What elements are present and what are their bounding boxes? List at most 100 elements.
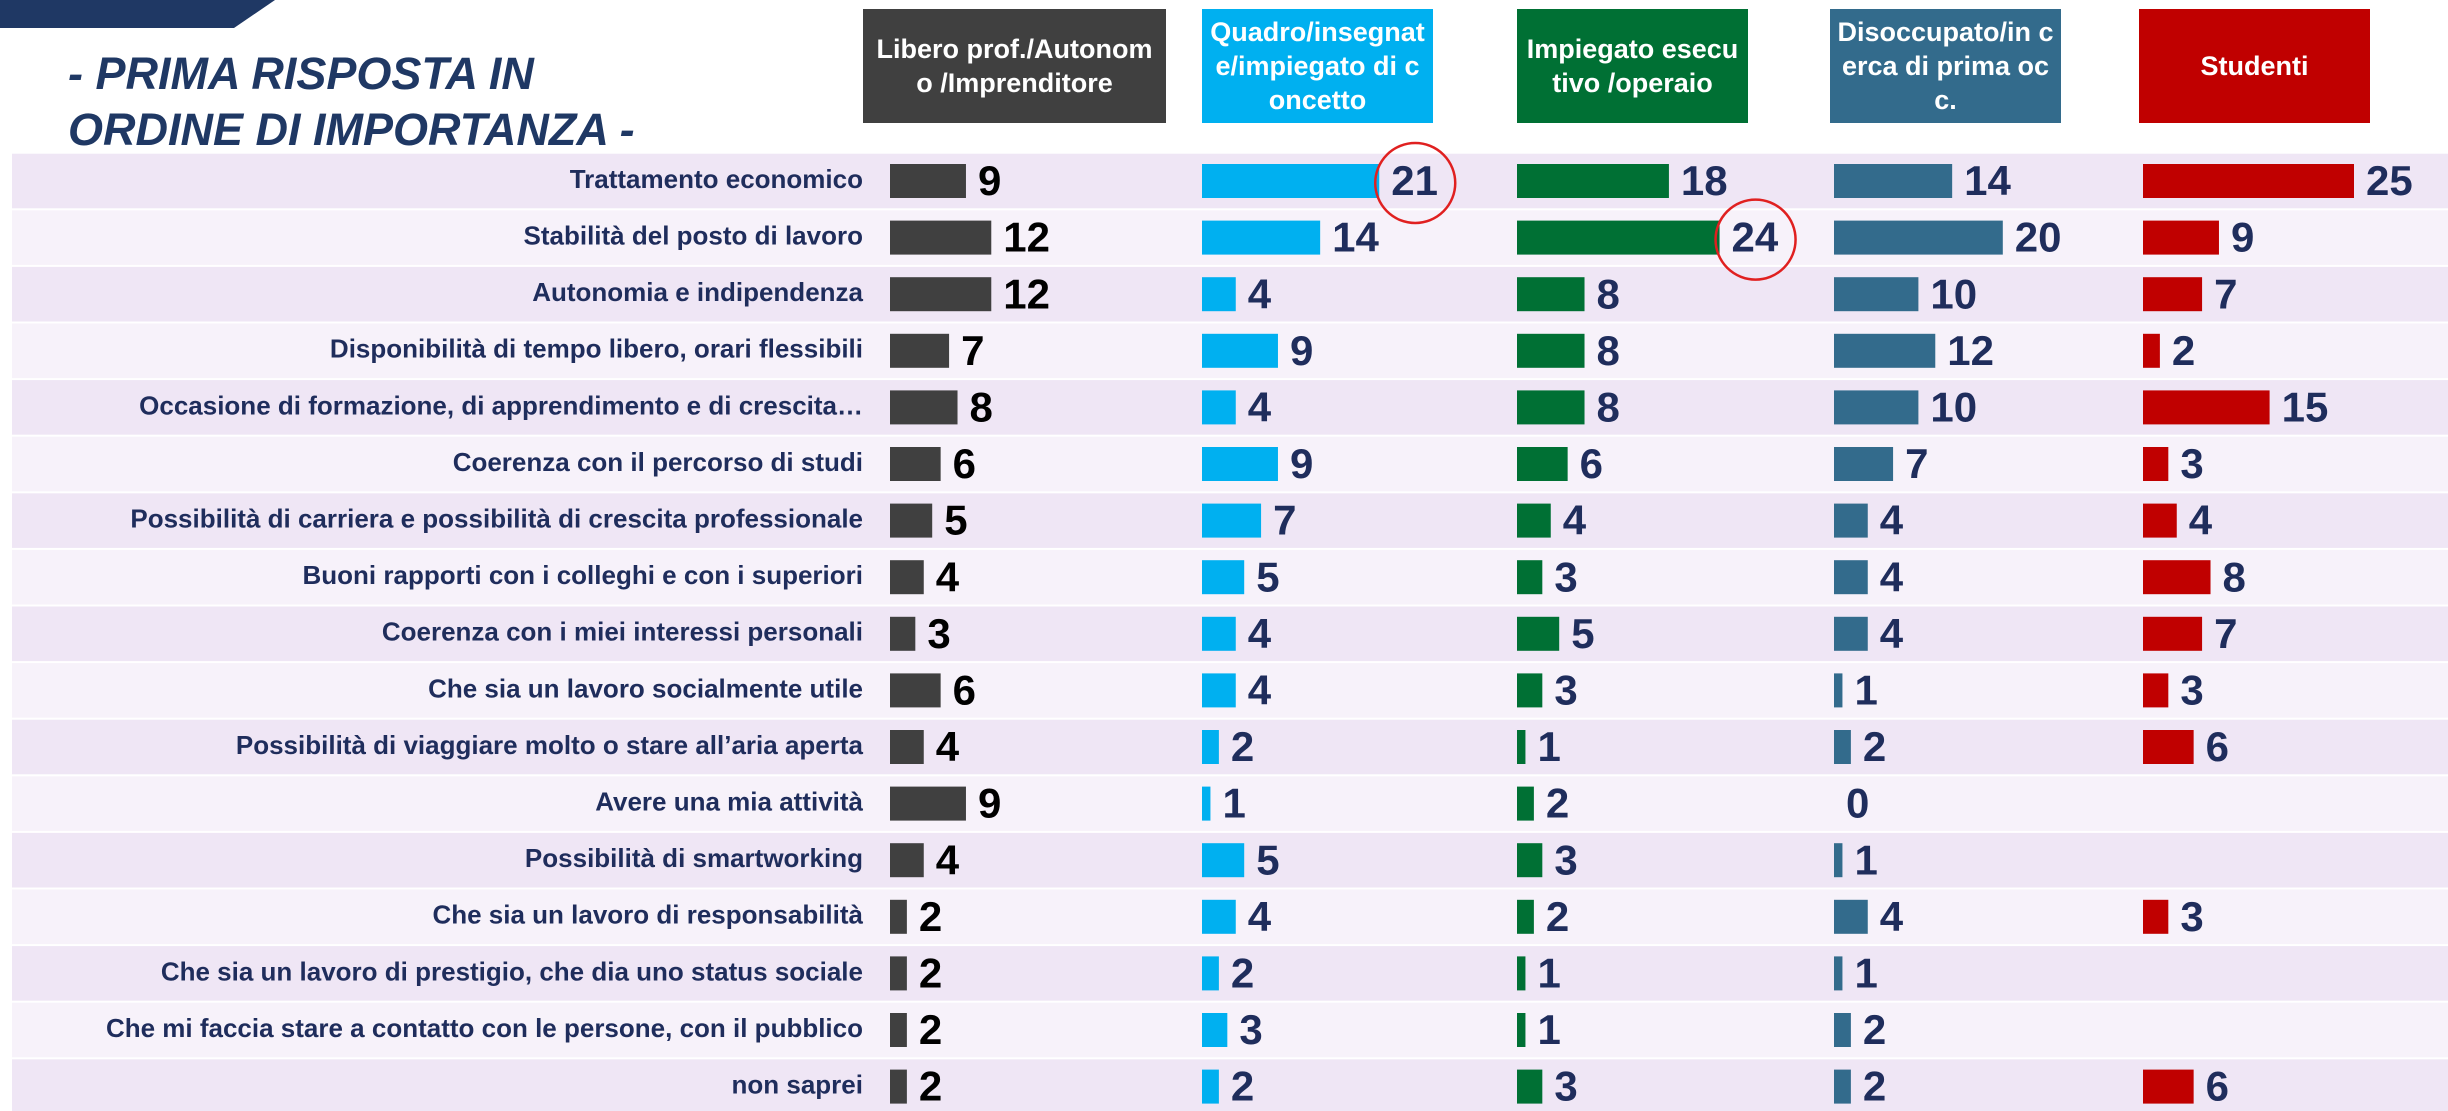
bar (1517, 1069, 1543, 1104)
bar (1517, 956, 1526, 991)
category-label: non saprei (732, 1069, 863, 1099)
value-label: 12 (1947, 327, 1994, 374)
series-header: Disoccupato/in cerca di prima occ. (1830, 9, 2061, 123)
bar (1202, 899, 1236, 934)
value-label: 24 (1732, 214, 1779, 261)
corner-shape (0, 0, 275, 28)
category-label: Possibilità di viaggiare molto o stare a… (236, 730, 864, 760)
value-label: 3 (1554, 553, 1577, 600)
bar (890, 447, 941, 481)
value-label: 6 (1580, 440, 1603, 487)
value-label: 3 (2180, 440, 2203, 487)
value-label: 2 (1546, 893, 1569, 940)
bar (1202, 503, 1262, 538)
bar (1834, 956, 1843, 991)
chart-title: - PRIMA RISPOSTA IN ORDINE DI IMPORTANZA… (68, 48, 635, 155)
value-label: 3 (1554, 666, 1577, 713)
bar (2143, 390, 2270, 425)
value-label: 9 (978, 780, 1001, 827)
category-label: Occasione di formazione, di apprendiment… (139, 390, 863, 420)
value-label: 4 (1880, 553, 1904, 600)
value-label: 9 (978, 157, 1001, 204)
bar (1834, 899, 1868, 934)
series-header: Studenti (2139, 9, 2370, 123)
value-label: 2 (1546, 780, 1569, 827)
value-label: 9 (2231, 214, 2254, 261)
bar (1834, 843, 1843, 878)
bar (2143, 164, 2354, 198)
bar (2143, 899, 2169, 934)
value-label: 8 (1597, 383, 1620, 430)
bar (1517, 333, 1585, 368)
bar (1202, 560, 1245, 595)
bar (890, 220, 992, 255)
value-label: 1 (1537, 1006, 1560, 1053)
value-label: 4 (936, 553, 960, 600)
bar (1834, 390, 1919, 425)
category-label: Che sia un lavoro di responsabilità (432, 900, 863, 930)
value-label: 10 (1930, 270, 1977, 317)
row-band (12, 1002, 2448, 1058)
bar (890, 333, 950, 368)
bar (1834, 277, 1919, 312)
bar (1202, 333, 1278, 368)
bar (1834, 1069, 1851, 1104)
value-label: 7 (2214, 610, 2237, 657)
value-label: 2 (1863, 1006, 1886, 1053)
value-label: 4 (936, 723, 960, 770)
bar (1517, 220, 1720, 255)
value-label: 4 (1563, 497, 1587, 544)
value-label: 2 (1863, 723, 1886, 770)
bar (1517, 899, 1534, 934)
value-label: 8 (970, 383, 993, 430)
bar (890, 1069, 907, 1104)
bar (1517, 673, 1543, 708)
value-label: 14 (1332, 214, 1379, 261)
value-label: 10 (1930, 383, 1977, 430)
bar (1517, 164, 1669, 198)
bar (2143, 277, 2203, 312)
category-label: Che sia un lavoro socialmente utile (428, 673, 863, 703)
value-label: 4 (2189, 497, 2213, 544)
category-label: Che sia un lavoro di prestigio, che dia … (161, 956, 863, 986)
value-label: 9 (1290, 327, 1313, 374)
highlight-circle (1373, 141, 1457, 225)
value-label: 5 (1571, 610, 1594, 657)
value-label: 20 (2015, 214, 2062, 261)
bar (890, 503, 933, 538)
bar (1202, 164, 1380, 198)
bar (2143, 503, 2177, 538)
bar (1517, 1013, 1526, 1047)
bar (890, 560, 924, 595)
category-label: Disponibilità di tempo libero, orari fle… (330, 334, 863, 364)
value-label: 3 (1554, 836, 1577, 883)
bar (2143, 447, 2169, 481)
value-label: 8 (1597, 270, 1620, 317)
bar (1202, 616, 1236, 651)
bar (1517, 786, 1534, 821)
category-label: Coerenza con il percorso di studi (453, 447, 863, 477)
bar (1834, 1013, 1851, 1047)
row-band (12, 776, 2448, 831)
bar (2143, 333, 2160, 368)
value-label: 4 (936, 836, 960, 883)
bar (890, 390, 958, 425)
bar (1517, 560, 1543, 595)
value-label: 7 (2214, 270, 2237, 317)
bar (1202, 843, 1245, 878)
value-label: 2 (919, 1006, 942, 1053)
bar (2143, 560, 2211, 595)
value-label: 12 (1003, 214, 1050, 261)
category-label: Buoni rapporti con i colleghi e con i su… (303, 560, 864, 590)
series-header: Libero prof./Autonomo /Imprenditore (863, 9, 1166, 123)
bar (1517, 390, 1585, 425)
bar (890, 616, 916, 651)
bar (1517, 447, 1568, 481)
bar (890, 843, 924, 878)
value-label: 2 (919, 893, 942, 940)
value-label: 6 (953, 440, 976, 487)
value-label: 7 (961, 327, 984, 374)
value-label: 8 (2223, 553, 2246, 600)
